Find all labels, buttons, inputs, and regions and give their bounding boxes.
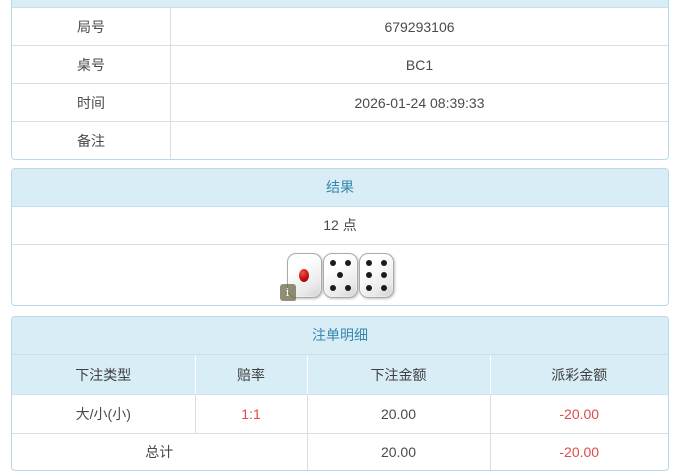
col-bet-amount: 下注金额 xyxy=(306,355,490,395)
die-pip xyxy=(337,272,343,278)
die-pip xyxy=(380,259,387,266)
odds-value: 1:1 xyxy=(194,394,307,434)
table-id-label: 桌号 xyxy=(12,45,171,84)
bet-details-panel: 注单明细 下注类型 赔率 下注金额 派彩金额 大/小(小) 1:1 20.00 … xyxy=(11,316,669,471)
die-pip xyxy=(380,284,387,291)
remark-label: 备注 xyxy=(12,121,171,159)
bet-row: 大/小(小) 1:1 20.00 -20.00 xyxy=(12,394,668,434)
time-value: 2026-01-24 08:39:33 xyxy=(170,83,668,122)
remark-value xyxy=(171,122,669,160)
dice-row: i xyxy=(12,245,668,305)
die-pip xyxy=(344,284,351,291)
total-bet-amount: 20.00 xyxy=(306,433,490,470)
col-odds: 赔率 xyxy=(194,355,307,395)
table-row: 桌号 BC1 xyxy=(12,45,668,84)
bet-amount-value: 20.00 xyxy=(306,394,490,434)
payout-value: -20.00 xyxy=(489,394,668,434)
die-pip xyxy=(344,259,351,266)
table-row: 备注 xyxy=(12,121,669,160)
total-payout: -20.00 xyxy=(489,433,668,470)
total-row: 总计 20.00 -20.00 xyxy=(12,433,668,470)
die-pip xyxy=(365,259,372,266)
die-pip xyxy=(380,272,387,278)
bet-details-table: 下注类型 赔率 下注金额 派彩金额 大/小(小) 1:1 20.00 -20.0… xyxy=(12,355,668,470)
die-pip xyxy=(365,284,372,291)
time-label: 时间 xyxy=(12,83,171,122)
result-points: 12 点 xyxy=(12,207,668,245)
table-id-value: BC1 xyxy=(170,45,668,84)
table-header-row: 下注类型 赔率 下注金额 派彩金额 xyxy=(12,355,668,395)
die-pip xyxy=(299,269,309,282)
die-3 xyxy=(358,252,394,298)
round-id-value: 679293106 xyxy=(170,8,668,46)
round-info-table: 局号 679293106 桌号 BC1 时间 2026-01-24 08:39:… xyxy=(12,8,668,159)
die-pip xyxy=(365,272,372,278)
round-info-panel: 局号 679293106 桌号 BC1 时间 2026-01-24 08:39:… xyxy=(11,0,669,160)
die-pip xyxy=(329,284,336,291)
col-payout-amount: 派彩金额 xyxy=(489,355,668,395)
col-bet-type: 下注类型 xyxy=(12,355,195,395)
die-2 xyxy=(322,252,358,298)
bet-details-title: 注单明细 xyxy=(12,317,668,355)
info-icon[interactable]: i xyxy=(279,283,296,301)
result-panel: 结果 12 点 i xyxy=(11,168,669,306)
table-row: 时间 2026-01-24 08:39:33 xyxy=(12,83,668,122)
bet-type-value: 大/小(小) xyxy=(12,394,195,434)
result-panel-title: 结果 xyxy=(12,169,668,207)
die-pip xyxy=(329,259,336,266)
total-label: 总计 xyxy=(145,444,174,460)
round-id-label: 局号 xyxy=(12,8,171,46)
table-row: 局号 679293106 xyxy=(12,8,668,46)
cutoff-header-strip xyxy=(12,0,668,8)
die-1-wrap: i xyxy=(279,252,322,301)
